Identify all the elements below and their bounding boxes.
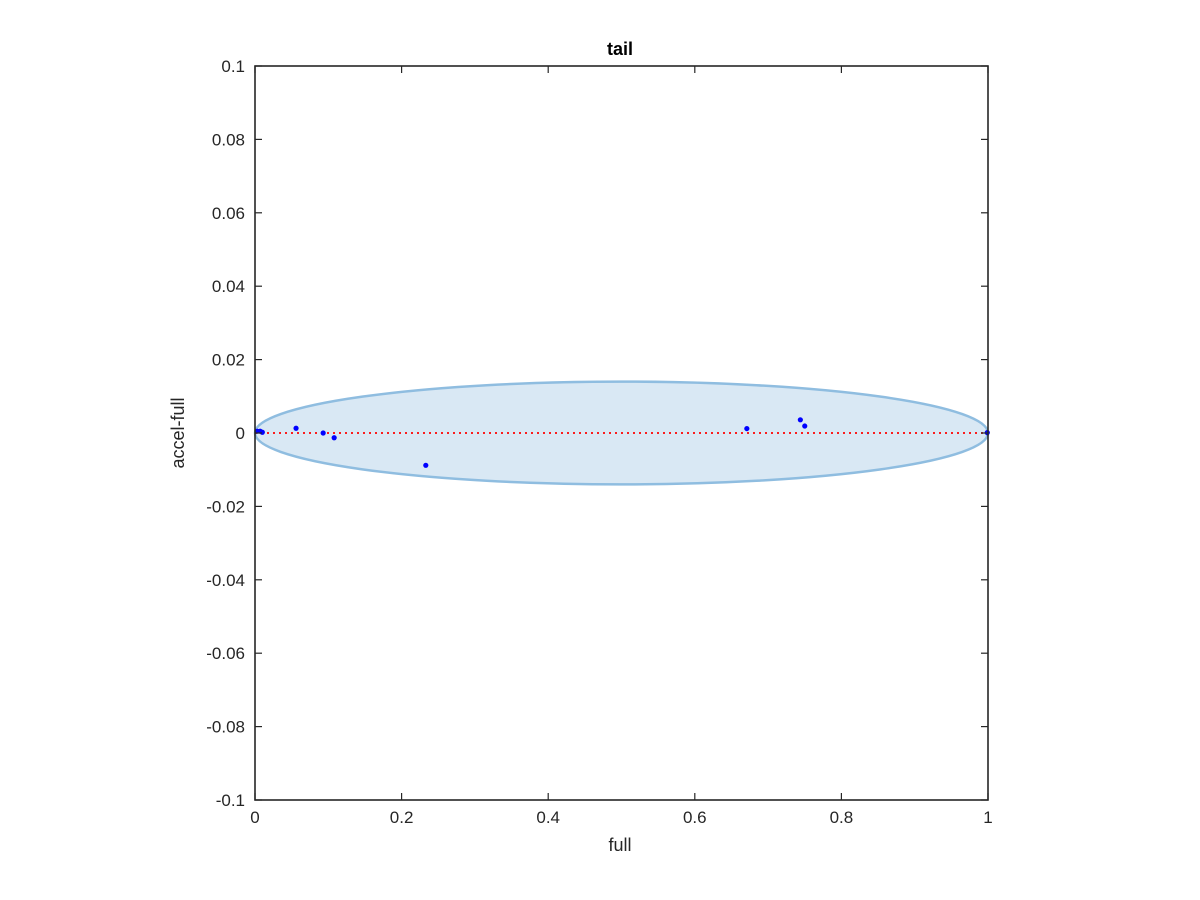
data-point: [331, 435, 337, 441]
x-axis-label: full: [608, 835, 631, 855]
y-tick-label: -0.04: [206, 571, 245, 590]
data-point: [259, 429, 265, 435]
y-axis-label: accel-full: [168, 397, 188, 468]
y-tick-label: -0.08: [206, 718, 245, 737]
y-tick-label: -0.02: [206, 497, 245, 516]
y-tick-label: -0.06: [206, 644, 245, 663]
plot-area: [253, 380, 990, 486]
y-tick-label: -0.1: [216, 791, 245, 810]
y-tick-label: 0.02: [212, 351, 245, 370]
y-tick-label: 0.08: [212, 130, 245, 149]
data-point: [320, 430, 326, 436]
y-tick-label: 0.04: [212, 277, 245, 296]
x-tick-label: 0.4: [536, 808, 560, 827]
axes: 0 0.2 0.4 0.6 0.8 1 0.1 0.08 0.06 0.04 0.02 0 -0.02 -…: [206, 57, 992, 827]
data-point: [797, 417, 803, 423]
x-tick-label: 0: [250, 808, 259, 827]
x-tick-label: 0.2: [390, 808, 414, 827]
y-tick-label: 0.1: [221, 57, 245, 76]
y-tick-label: 0.06: [212, 204, 245, 223]
data-point: [293, 425, 299, 431]
data-point: [802, 423, 808, 429]
y-tick-label: 0: [236, 424, 245, 443]
x-tick-label: 0.8: [830, 808, 854, 827]
x-tick-label: 0.6: [683, 808, 707, 827]
chart-title: tail: [607, 39, 633, 59]
data-point: [423, 462, 429, 468]
x-tick-label: 1: [983, 808, 992, 827]
data-point: [744, 425, 750, 432]
